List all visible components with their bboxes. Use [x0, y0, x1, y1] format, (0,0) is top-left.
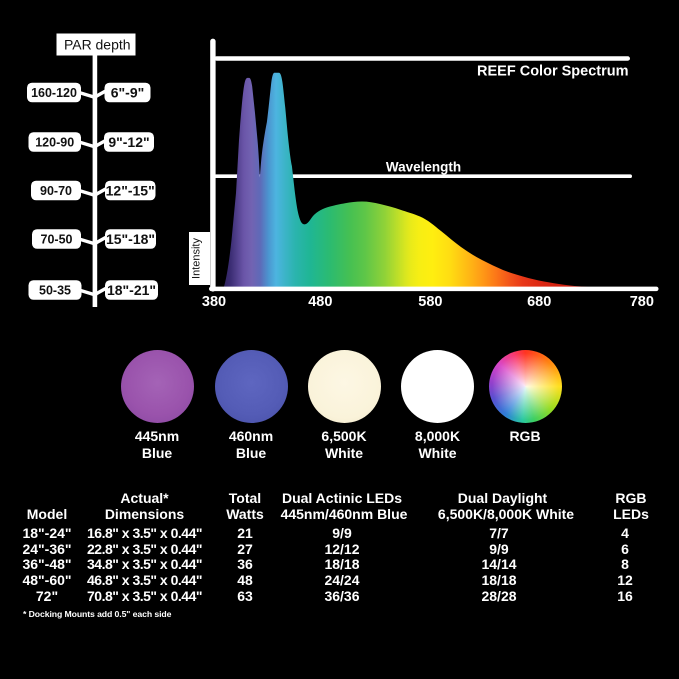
- svg-text:480: 480: [308, 294, 332, 310]
- svg-text:Intensity: Intensity: [191, 238, 203, 279]
- svg-text:6"-9": 6"-9": [111, 84, 145, 100]
- svg-text:depth: depth: [96, 36, 131, 52]
- svg-text:50-35: 50-35: [39, 284, 71, 298]
- svg-text:Wavelength: Wavelength: [386, 159, 461, 174]
- svg-text:PAR: PAR: [64, 36, 92, 52]
- svg-text:9"-12": 9"-12": [108, 134, 149, 150]
- svg-text:160-120: 160-120: [31, 86, 77, 100]
- svg-text:680: 680: [527, 294, 551, 310]
- svg-text:REEF Color Spectrum: REEF Color Spectrum: [477, 63, 628, 79]
- svg-text:380: 380: [202, 294, 226, 310]
- svg-text:12"-15": 12"-15": [106, 182, 155, 198]
- svg-text:18"-21": 18"-21": [107, 282, 156, 298]
- svg-text:70-50: 70-50: [41, 233, 73, 247]
- svg-text:15"-18": 15"-18": [106, 231, 155, 247]
- svg-text:580: 580: [418, 294, 442, 310]
- svg-text:780: 780: [630, 294, 654, 310]
- svg-text:120-90: 120-90: [35, 136, 74, 150]
- svg-text:90-70: 90-70: [40, 184, 72, 198]
